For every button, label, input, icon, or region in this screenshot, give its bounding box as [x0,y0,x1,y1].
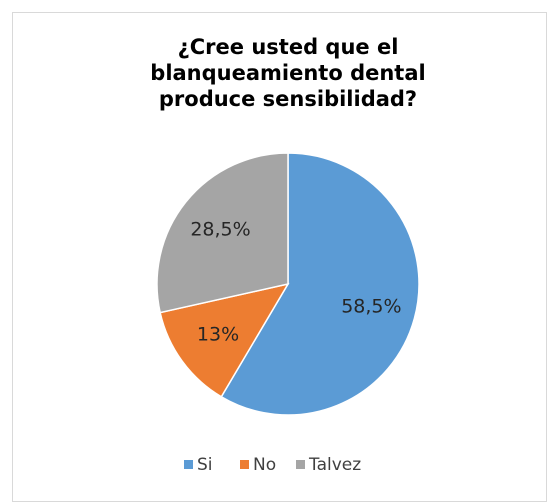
legend-label: Si [197,455,213,475]
pie-slice [156,152,289,314]
legend-marker [240,460,249,469]
legend-marker [296,460,305,469]
legend-label: No [253,455,276,475]
data-label: 58,5% [341,295,401,317]
data-label: 13% [197,323,239,345]
data-label: 28,5% [190,218,250,240]
legend-marker [184,460,193,469]
pie-slice [159,282,290,398]
chart-title: ¿Cree usted que el blanqueamiento dental… [150,35,426,111]
pie-slice [220,152,420,416]
legend-label: Talvez [308,455,361,475]
